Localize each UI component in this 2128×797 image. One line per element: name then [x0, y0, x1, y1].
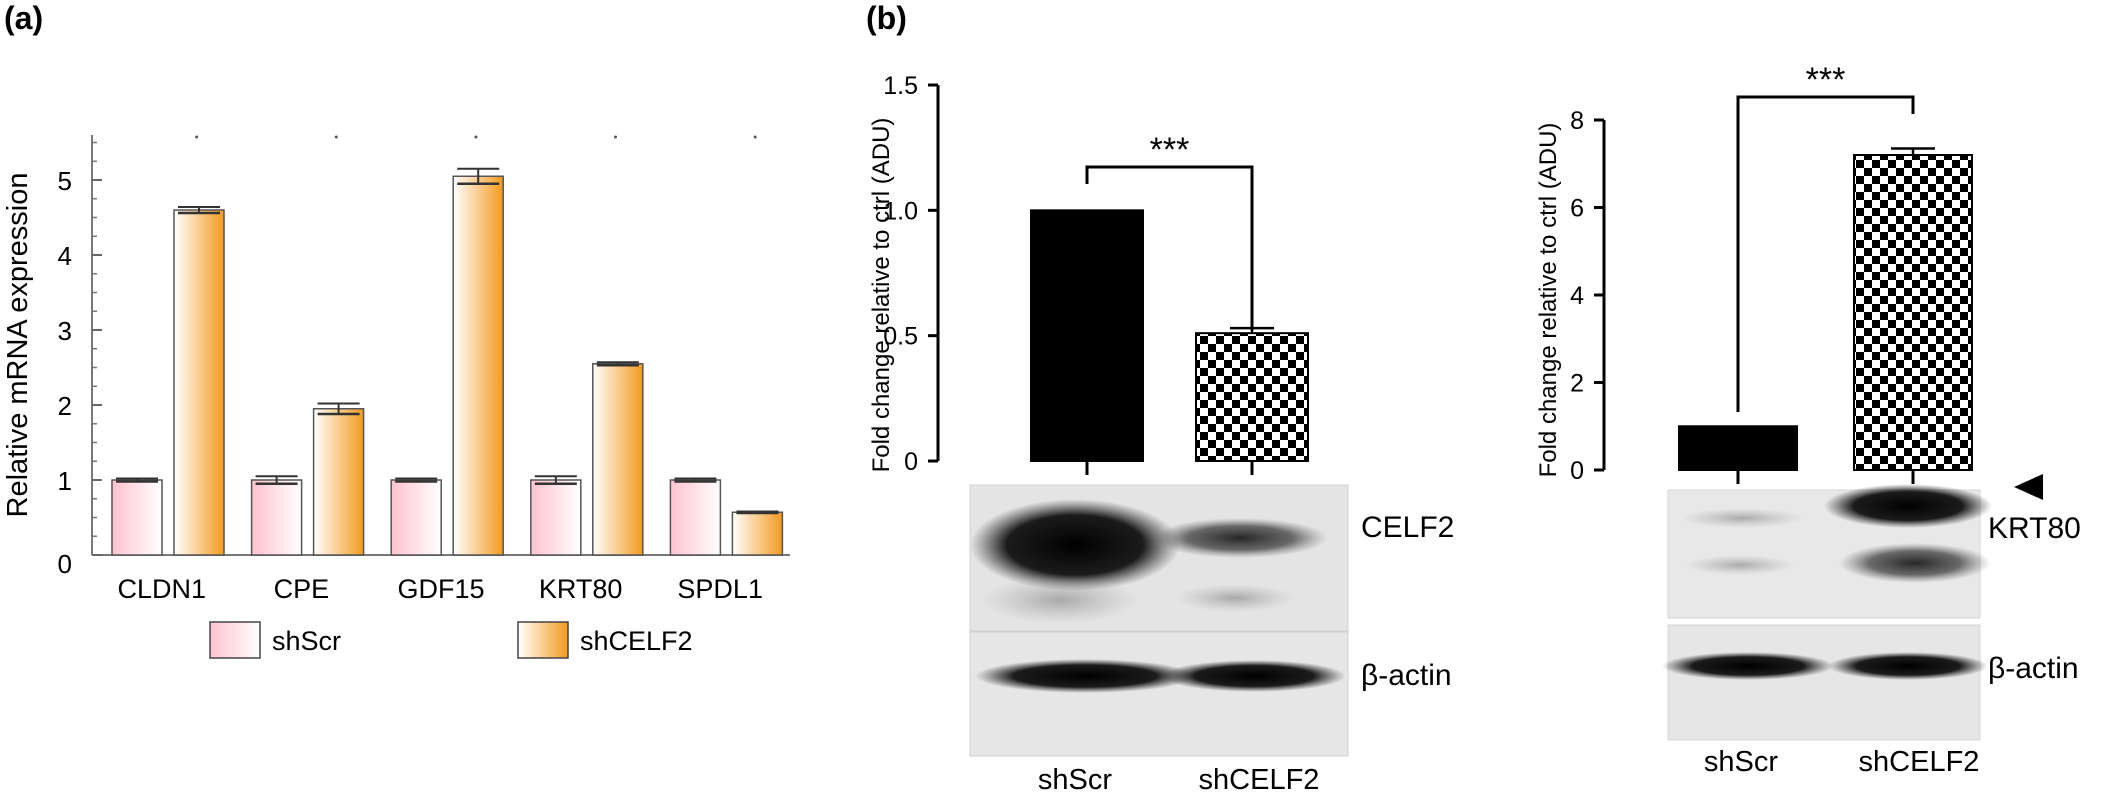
y-tick-label: 1.5 — [883, 72, 918, 100]
y-tick-label: 5 — [58, 166, 72, 196]
bar-shScr-CLDN1 — [111, 479, 163, 556]
chart-a: 0 1 2 3 4 5 Relative mRNA expression CLDN1 CPE GD… — [2, 135, 790, 659]
y-axis-label: Fold change relative to ctrl (ADU) — [1535, 123, 1562, 478]
x-tick-label: CPE — [274, 574, 330, 604]
blot-actin-membrane — [969, 631, 1349, 757]
blot-label-actin: β-actin — [1361, 659, 1452, 692]
group-dot — [334, 135, 338, 139]
band-celf2-shScr-lower — [980, 576, 1140, 624]
panel-label-b: (b) — [866, 0, 907, 36]
x-tick-label: GDF15 — [397, 574, 484, 604]
bar-shScr-GDF15 — [390, 479, 442, 556]
blot-label-krt80: KRT80 — [1988, 512, 2081, 545]
bar-shScr-SPDL1 — [669, 479, 722, 556]
y-axis-label: Relative mRNA expression — [2, 173, 34, 518]
band-krt80-shCELF2-lower — [1839, 543, 1991, 583]
blot-label-actin: β-actin — [1988, 652, 2079, 685]
bar-shCELF2-CLDN1 — [173, 209, 225, 556]
x-tick-label: KRT80 — [539, 574, 623, 604]
significance-label: *** — [1150, 131, 1190, 169]
y-tick-label: 4 — [58, 241, 72, 271]
y-tick-label: 0.5 — [883, 323, 918, 351]
y-axis-label: Fold change relative to ctrl (ADU) — [868, 118, 895, 473]
band-actin-shScr — [975, 659, 1195, 693]
x-tick-label: CLDN1 — [118, 574, 207, 604]
legend-swatch-1 — [517, 621, 569, 659]
lane-label-shCELF2: shCELF2 — [1859, 746, 1980, 778]
band-krt80-shScr-lower — [1685, 555, 1795, 575]
y-tick-label: 0 — [58, 549, 72, 579]
y-tick-label: 0 — [904, 448, 918, 476]
band-actin-shCELF2 — [1828, 652, 1988, 680]
group-dot — [474, 135, 478, 139]
arrowhead-icon — [2014, 474, 2043, 500]
band-krt80-shScr — [1680, 508, 1804, 528]
band-celf2-shCELF2-lower — [1175, 584, 1295, 612]
y-tick-label: 6 — [1570, 195, 1584, 223]
bar-shScr-CPE — [250, 479, 303, 556]
blot-actin-membrane — [1667, 624, 1981, 741]
band-celf2-shScr — [970, 499, 1180, 591]
bar-shScr — [1678, 425, 1798, 471]
y-tick-label: 0 — [1570, 457, 1584, 485]
legend-swatch-0 — [209, 621, 261, 659]
chart-b-krt80: 0 2 4 6 8 Fold change relative to ctrl (ADU) *… — [1535, 61, 2081, 778]
y-tick-label: 4 — [1570, 282, 1584, 310]
lane-label-shCELF2: shCELF2 — [1199, 764, 1320, 796]
bar-shCELF2 — [1195, 332, 1309, 462]
bar-shCELF2-CPE — [312, 408, 365, 556]
group-dot — [195, 135, 199, 139]
significance-label: *** — [1806, 61, 1846, 99]
legend-label-1: shCELF2 — [580, 626, 693, 656]
x-tick-label: SPDL1 — [677, 574, 763, 604]
bar-shCELF2-SPDL1 — [731, 511, 784, 556]
panel-label-a: (a) — [4, 0, 44, 36]
bar-shCELF2-GDF15 — [452, 175, 504, 556]
y-tick-label: 3 — [58, 316, 72, 346]
blot-label-celf2: CELF2 — [1361, 511, 1454, 544]
group-dot — [753, 135, 757, 139]
band-celf2-shCELF2 — [1152, 518, 1328, 558]
bar-shCELF2 — [1853, 154, 1973, 471]
y-tick-label: 1.0 — [883, 197, 918, 225]
bar-shScr-KRT80 — [530, 479, 582, 556]
chart-b-celf2: 0 0.5 1.0 1.5 Fold change relative to ctrl (… — [868, 72, 1454, 796]
bar-shCELF2-KRT80 — [592, 363, 644, 556]
group-dot — [614, 135, 617, 139]
band-actin-shScr — [1662, 652, 1834, 680]
band-krt80-shCELF2 — [1824, 484, 1992, 528]
bar-shScr — [1030, 209, 1144, 462]
y-tick-label: 8 — [1570, 107, 1584, 135]
lane-label-shScr: shScr — [1704, 746, 1778, 778]
y-tick-label: 1 — [58, 466, 72, 496]
y-tick-label: 2 — [58, 391, 72, 421]
band-actin-shCELF2 — [1162, 660, 1346, 692]
significance-bracket — [1736, 95, 1915, 412]
significance-bracket — [1085, 165, 1254, 330]
y-tick-label: 2 — [1570, 370, 1584, 398]
legend-label-0: shScr — [272, 626, 341, 656]
lane-label-shScr: shScr — [1038, 764, 1112, 796]
